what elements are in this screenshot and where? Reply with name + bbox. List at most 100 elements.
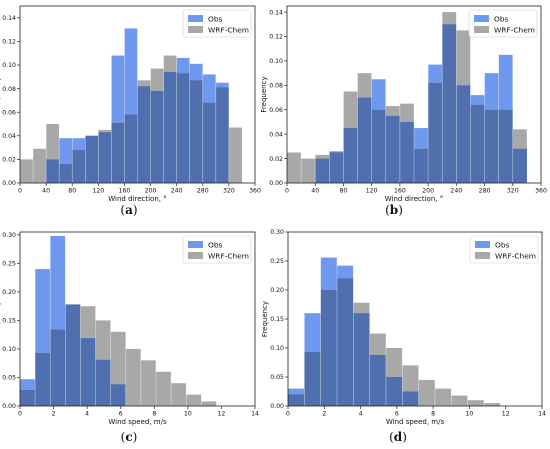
- x-tick-label: 120: [92, 188, 104, 195]
- y-tick-label: 0.05: [2, 375, 16, 382]
- y-tick-label: 0.05: [270, 374, 284, 381]
- x-tick-label: 40: [42, 188, 50, 195]
- bar-overlap: [371, 109, 386, 183]
- bar-overlap: [320, 290, 337, 406]
- x-tick-label: 2: [322, 411, 326, 418]
- bar-wrf-chem: [125, 348, 141, 406]
- bar-overlap: [215, 87, 229, 183]
- bar-overlap: [95, 359, 111, 406]
- caption-a-letter: a: [125, 203, 133, 217]
- y-tick-label: 0.06: [2, 109, 16, 116]
- x-tick-label: 160: [394, 188, 406, 195]
- bar-overlap: [35, 352, 51, 406]
- bar-overlap: [50, 329, 66, 406]
- y-tick-label: 0.06: [269, 107, 283, 114]
- legend-swatch-obs: [188, 241, 203, 248]
- y-tick-label: 0.10: [269, 58, 283, 65]
- legend-label-obs: Obs: [208, 240, 223, 249]
- x-tick-label: 120: [366, 188, 378, 195]
- plot-frame: [286, 5, 542, 184]
- bar-overlap: [85, 135, 99, 183]
- y-axis-label: Frequency: [0, 76, 1, 112]
- bar-overlap: [315, 158, 330, 183]
- bar-overlap: [110, 384, 126, 406]
- caption-a-close: ): [132, 203, 138, 217]
- x-tick-label: 6: [395, 411, 399, 418]
- x-tick-label: 8: [152, 411, 156, 418]
- y-tick-label: 0.12: [2, 39, 16, 46]
- bar-wrf-chem: [287, 152, 302, 183]
- y-tick-label: 0.08: [2, 86, 16, 93]
- bar-wrf-chem: [418, 379, 435, 406]
- x-tick-label: 14: [538, 411, 546, 418]
- x-tick-label: 0: [18, 411, 22, 418]
- caption-c-letter: c: [125, 430, 133, 444]
- bar-overlap: [124, 114, 138, 183]
- y-tick-label: 0.30: [270, 229, 284, 236]
- bar-overlap: [59, 164, 73, 183]
- x-tick-label: 160: [119, 188, 131, 195]
- x-tick-label: 80: [340, 188, 348, 195]
- bar-overlap: [150, 90, 164, 183]
- bar-overlap: [343, 128, 358, 183]
- bar-overlap: [202, 102, 216, 183]
- x-tick-label: 280: [197, 188, 209, 195]
- y-tick-label: 0.08: [269, 83, 283, 90]
- x-tick-label: 6: [119, 411, 123, 418]
- x-tick-label: 8: [431, 411, 435, 418]
- bar-wrf-chem: [451, 395, 468, 406]
- bar-wrf-chem: [33, 148, 47, 183]
- bar-overlap: [65, 304, 81, 406]
- x-tick-label: 360: [249, 188, 261, 195]
- caption-a: (a): [99, 203, 159, 217]
- y-tick-label: 0.25: [2, 261, 16, 268]
- x-tick-label: 10: [184, 411, 192, 418]
- caption-d-letter: d: [393, 430, 403, 444]
- y-tick-label: 0.14: [2, 15, 16, 22]
- y-tick-label: 0.10: [2, 62, 16, 69]
- bar-overlap: [456, 85, 471, 183]
- x-tick-label: 280: [479, 188, 491, 195]
- bar-overlap: [111, 122, 125, 183]
- y-tick-label: 0.00: [270, 403, 284, 410]
- bar-wrf-chem: [483, 403, 501, 406]
- y-tick-label: 0.12: [269, 34, 283, 41]
- y-tick-label: 0.04: [2, 133, 16, 140]
- caption-b-open: (: [385, 203, 390, 217]
- caption-c: (c): [99, 430, 159, 444]
- legend-swatch-wrf-chem: [188, 26, 203, 33]
- bar-overlap: [484, 109, 499, 183]
- bar-overlap: [357, 97, 372, 183]
- bar-wrf-chem: [201, 401, 217, 406]
- bar-overlap: [369, 354, 386, 406]
- x-tick-label: 320: [507, 188, 519, 195]
- y-axis-label: Frequency: [261, 301, 269, 337]
- x-tick-label: 10: [465, 411, 473, 418]
- y-tick-label: 0.15: [2, 318, 16, 325]
- y-tick-label: 0.30: [2, 232, 16, 239]
- x-tick-label: 40: [311, 188, 319, 195]
- chart-panel-c: 0 2 4 6 8 10 12 14 0.00 0.05 0.10 0.15 0.20 0.25 0.30 W…: [0, 231, 259, 426]
- bar-wrf-chem: [171, 383, 187, 406]
- caption-c-close: ): [132, 430, 138, 444]
- legend-swatch-obs: [188, 15, 203, 22]
- bar-wrf-chem: [155, 371, 172, 406]
- y-tick-label: 0.00: [269, 180, 283, 187]
- x-tick-label: 4: [359, 411, 363, 418]
- y-tick-label: 0.02: [2, 157, 16, 164]
- legend: Obs WRF-Chem: [468, 9, 538, 38]
- x-tick-label: 200: [145, 188, 157, 195]
- x-tick-label: 2: [52, 411, 56, 418]
- x-axis-label: Wind speed, m/s: [386, 418, 445, 426]
- x-tick-label: 0: [18, 188, 22, 195]
- bar-overlap: [336, 278, 354, 406]
- caption-d-close: ): [402, 430, 407, 444]
- legend-label-wrf-chem: WRF-Chem: [495, 251, 536, 260]
- bar-wrf-chem: [20, 159, 34, 183]
- x-axis-label: Wind direction, °: [108, 195, 166, 203]
- bar-overlap: [176, 73, 190, 183]
- y-axis-label: Frequency: [0, 301, 1, 337]
- y-tick-label: 0.25: [270, 258, 284, 265]
- legend-swatch-wrf-chem: [188, 252, 203, 259]
